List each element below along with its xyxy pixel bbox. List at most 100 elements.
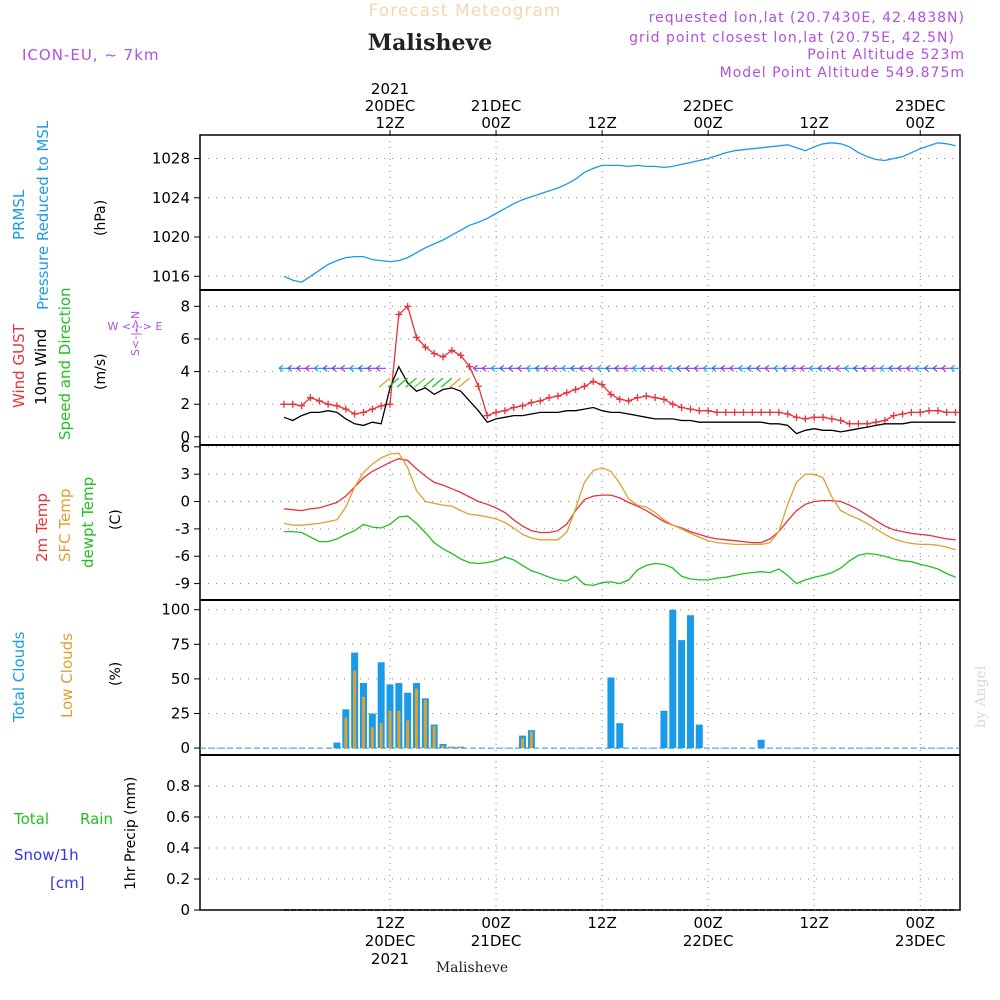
wind-direction-arrow xyxy=(358,364,369,372)
precip-panel: 0 0.2 0.4 0.6 0.8 xyxy=(166,754,961,919)
precip-unit: 1hr Precip (mm) xyxy=(123,777,139,890)
watermark: by Angel xyxy=(973,665,989,728)
gust-marker xyxy=(890,412,898,420)
wind-direction-arrow xyxy=(278,364,289,372)
compass-we: W <-|-> E xyxy=(108,320,163,333)
gust-marker xyxy=(519,402,527,410)
total-cloud-bar xyxy=(757,739,765,749)
gust-marker xyxy=(404,302,412,310)
wind-direction-arrow xyxy=(844,364,855,372)
y-tick-label: 0.8 xyxy=(166,777,190,795)
wind-direction-arrow xyxy=(914,364,926,372)
top-time-label: 00Z xyxy=(481,114,510,132)
gust-marker xyxy=(952,408,960,416)
gust-marker xyxy=(413,333,421,341)
gust-marker xyxy=(554,392,562,400)
y-tick-label: 0 xyxy=(180,739,190,757)
gust-marker xyxy=(306,394,314,402)
low-clouds-label: Low Clouds xyxy=(58,633,76,718)
gust-marker xyxy=(660,395,668,403)
y-tick-label: 0 xyxy=(180,493,190,511)
bottom-time-label: 00Z xyxy=(481,914,510,932)
y-tick-label: 0 xyxy=(180,428,190,446)
wind-direction-arrow xyxy=(287,364,298,372)
gust-marker xyxy=(925,407,933,415)
gust-marker xyxy=(315,397,323,405)
requested-coords: requested lon,lat (20.7430E, 42.4838N) xyxy=(649,10,965,26)
wind-direction-arrow xyxy=(950,364,961,372)
top-time-label: 21DEC xyxy=(471,97,522,115)
total-cloud-bar xyxy=(404,692,412,749)
gust-marker xyxy=(695,407,703,415)
top-time-label: 12Z xyxy=(587,114,616,132)
panel-frame xyxy=(199,134,961,291)
wind-direction-arrow xyxy=(879,364,890,372)
wind-direction-arrow xyxy=(746,364,758,372)
low-cloud-bar xyxy=(441,745,445,749)
wind-panel: 0 2 4 6 8 xyxy=(180,289,961,446)
gust-marker xyxy=(607,390,615,398)
wind-direction-arrow xyxy=(499,364,510,372)
gust-marker xyxy=(819,413,827,421)
gust-marker xyxy=(492,408,500,416)
wind-direction-arrow xyxy=(791,364,802,372)
top-time-label: 20DEC xyxy=(365,97,416,115)
y-tick-label: 75 xyxy=(171,635,190,653)
y-tick-label: -3 xyxy=(175,520,190,538)
bottom-time-label: 00Z xyxy=(693,914,722,932)
wind-direction-arrow xyxy=(888,364,899,372)
wind-direction-arrow xyxy=(702,364,714,372)
bottom-time-label: 12Z xyxy=(799,914,828,932)
gust-marker xyxy=(731,408,739,416)
pressure-panel: 1016 1020 1024 1028 xyxy=(152,134,961,291)
wind-direction-arrow xyxy=(596,364,608,372)
low-cloud-bar xyxy=(406,720,410,749)
low-cloud-bar xyxy=(370,727,374,749)
gust-marker xyxy=(899,410,907,418)
model-name: ICON-EU, ~ 7km xyxy=(22,46,160,64)
gust-marker xyxy=(863,420,871,428)
wind-direction-arrow xyxy=(508,364,519,372)
top-time-label: 12Z xyxy=(799,114,828,132)
wind-direction-arrow xyxy=(632,364,643,372)
low-cloud-bar xyxy=(432,725,436,749)
top-time-label: 00Z xyxy=(693,114,722,132)
gust-marker xyxy=(828,415,836,423)
gridpoint-coords: grid point closest lon,lat (20.75E, 42.5… xyxy=(629,30,955,46)
precip-snow-label: Snow/1h xyxy=(14,846,79,864)
low-cloud-bar xyxy=(521,738,525,749)
gust-marker xyxy=(510,403,518,411)
low-cloud-bar xyxy=(397,710,401,749)
footer-location: Malisheve xyxy=(436,960,508,976)
wind-direction-arrow xyxy=(870,364,882,372)
top-time-label: 00Z xyxy=(906,114,935,132)
wind-direction-arrow xyxy=(906,364,917,372)
total-clouds-label: Total Clouds xyxy=(10,631,28,723)
gust-marker xyxy=(563,389,571,397)
clouds-labels: Total Clouds Low Clouds (%) xyxy=(10,631,124,723)
total-cloud-bar xyxy=(333,742,341,749)
gust-marker xyxy=(801,415,809,423)
wind-direction-arrow xyxy=(932,364,943,372)
wind-direction-arrow xyxy=(605,364,616,372)
gust-marker xyxy=(368,405,376,413)
wind-direction-arrow xyxy=(322,364,334,372)
top-time-label: 12Z xyxy=(375,114,404,132)
temp-unit: (C) xyxy=(108,509,124,530)
gust-marker xyxy=(439,353,447,361)
gust-marker xyxy=(784,410,792,418)
pressure-unit: (hPa) xyxy=(93,200,109,236)
clouds-panel: 0 25 50 75 100 xyxy=(161,599,961,757)
clouds-unit: (%) xyxy=(108,662,124,686)
y-tick-label: 0.4 xyxy=(166,839,190,857)
wind-direction-arrow xyxy=(755,364,767,372)
wind-direction-arrow xyxy=(490,364,502,372)
temp-sfc-label: SFC Temp xyxy=(56,489,74,562)
bottom-time-label: 12Z xyxy=(375,914,404,932)
wind-direction-arrow xyxy=(552,364,563,372)
gust-marker xyxy=(298,402,306,410)
wind-direction-arrow xyxy=(570,364,581,372)
gust-marker xyxy=(854,420,862,428)
y-tick-label: 50 xyxy=(171,670,190,688)
low-cloud-bar xyxy=(344,717,348,749)
